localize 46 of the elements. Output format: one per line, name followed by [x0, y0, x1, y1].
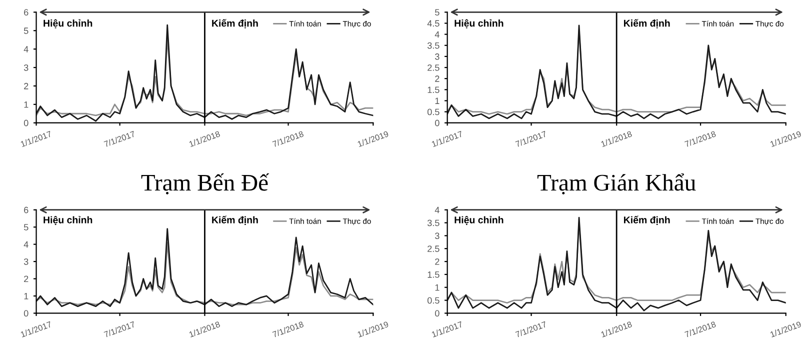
y-tick-label: 3 [435, 53, 440, 60]
annotation: Kiếm định [212, 216, 258, 226]
annotation: Hiệu chỉnh [44, 216, 92, 226]
y-tick-label: 0.5 [427, 297, 440, 304]
y-tick-label: 2.5 [428, 64, 440, 71]
y-tick-label: 3 [435, 232, 440, 240]
text: Trạm Gián Khẩu [537, 173, 696, 194]
y-tick-label: 6 [24, 9, 28, 16]
annotation: Kiếm định [212, 19, 258, 28]
y-tick-label: 5 [24, 224, 28, 230]
annotation: Hiệu chỉnh [454, 216, 504, 226]
y-tick-label: 3.5 [427, 220, 440, 226]
text: Trạm Bến Đế [141, 173, 270, 194]
y-tick-label: 1.5 [428, 272, 440, 278]
y-tick-label: 5 [24, 28, 28, 34]
y-tick-label: 4 [434, 206, 440, 214]
y-tick-label: 3 [24, 258, 28, 265]
annotation: Hiệu chỉnh [454, 19, 504, 28]
y-tick-label: 0 [435, 120, 440, 126]
y-tick-label: 2 [435, 76, 440, 82]
annotation: Kiếm định [624, 19, 670, 28]
y-tick-label: 0 [24, 310, 28, 317]
y-tick-label: 2.5 [428, 246, 440, 252]
y-tick-label: 2 [24, 276, 28, 282]
y-tick-label: 3 [24, 64, 28, 71]
y-tick-label: 0 [435, 310, 440, 317]
y-tick-label: 4 [24, 46, 28, 52]
y-tick-label: 0 [24, 120, 28, 126]
y-tick-label: 1 [24, 293, 28, 300]
y-tick-label: 1.5 [428, 86, 440, 94]
y-tick-label: 2 [435, 258, 440, 265]
y-tick-label: 6 [24, 206, 28, 214]
y-tick-label: 2 [24, 82, 28, 90]
line-series [36, 228, 374, 308]
y-tick-label: 4.5 [427, 20, 440, 27]
annotation: Kiếm định [624, 216, 670, 226]
line-series [36, 242, 374, 306]
y-tick-label: 5 [435, 9, 440, 16]
annotation: Hiệu chỉnh [44, 19, 92, 28]
y-tick-label: 4 [24, 241, 28, 248]
y-tick-label: 0.5 [427, 108, 440, 116]
y-tick-label: 1 [435, 284, 440, 291]
y-tick-label: 4 [434, 31, 440, 38]
y-tick-label: 1 [435, 98, 440, 104]
y-tick-label: 1 [24, 101, 28, 108]
y-tick-label: 3.5 [427, 42, 440, 49]
